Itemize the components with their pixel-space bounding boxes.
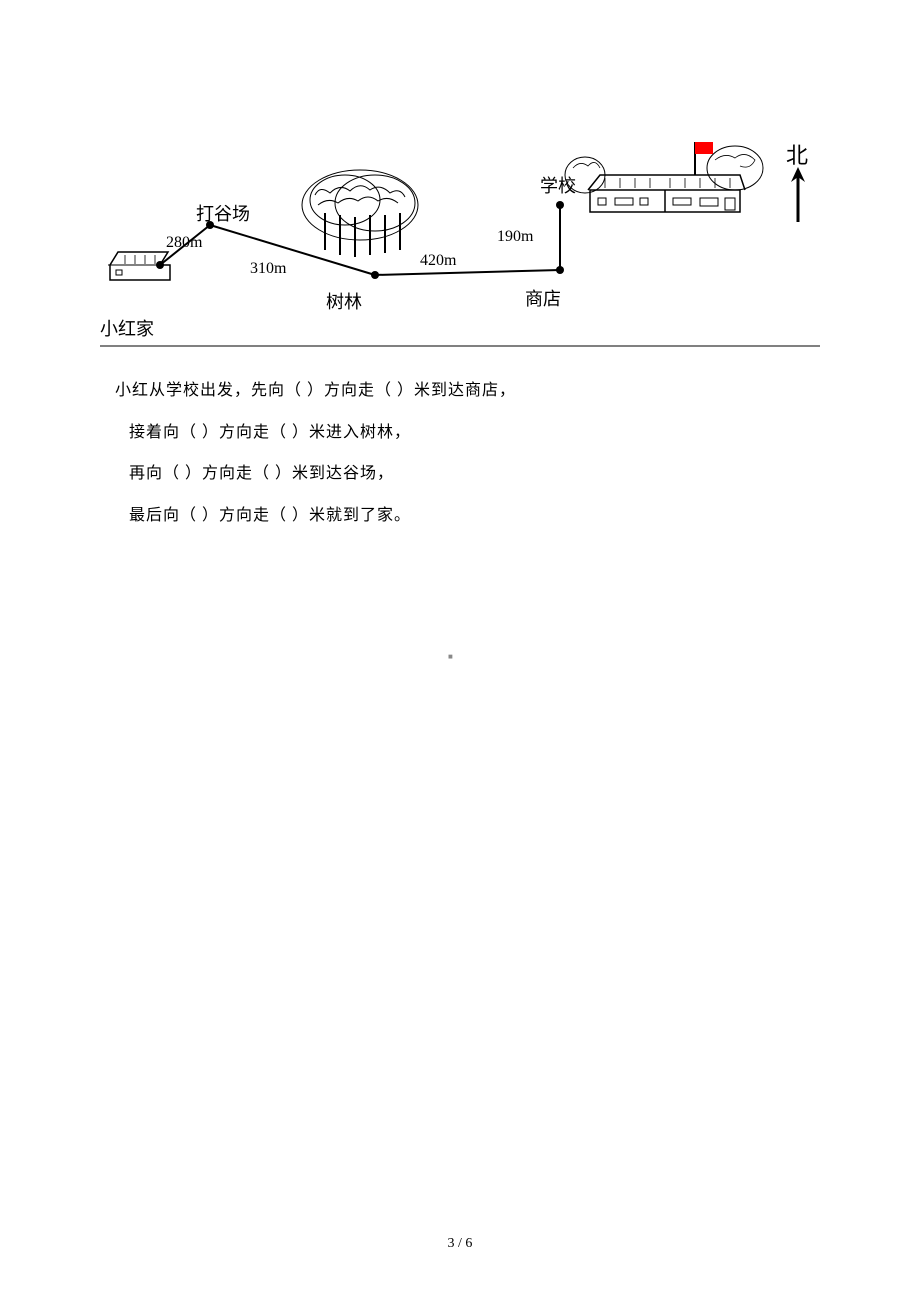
diagram-svg bbox=[100, 120, 820, 350]
school-drawing bbox=[565, 142, 763, 212]
label-dagu: 打谷场 bbox=[196, 200, 250, 226]
dist-190: 190m bbox=[497, 228, 533, 246]
question-line-3: 再向（ ）方向走（ ）米到达谷场， bbox=[115, 453, 815, 495]
page-number: 3 / 6 bbox=[0, 1236, 920, 1252]
worksheet-page: 打谷场 小红家 树林 商店 学校 北 280m 310m 420m 190m 小… bbox=[0, 0, 920, 1302]
dist-280: 280m bbox=[166, 234, 202, 252]
forest-drawing bbox=[302, 170, 418, 257]
question-text: 小红从学校出发，先向（ ）方向走（ ）米到达商店， 接着向（ ）方向走（ ）米进… bbox=[115, 370, 815, 536]
question-line-2: 接着向（ ）方向走（ ）米进入树林， bbox=[115, 412, 815, 454]
label-shangdian: 商店 bbox=[525, 285, 561, 311]
question-line-4: 最后向（ ）方向走（ ）米就到了家。 bbox=[115, 495, 815, 537]
question-line-1: 小红从学校出发，先向（ ）方向走（ ）米到达商店， bbox=[115, 370, 815, 412]
north-arrow bbox=[791, 167, 805, 222]
page-marker: ■ bbox=[448, 652, 453, 661]
dist-420: 420m bbox=[420, 252, 456, 270]
label-home: 小红家 bbox=[100, 315, 154, 341]
label-north: 北 bbox=[786, 138, 808, 170]
dist-310: 310m bbox=[250, 260, 286, 278]
label-shulin: 树林 bbox=[326, 288, 362, 314]
map-diagram: 打谷场 小红家 树林 商店 学校 北 280m 310m 420m 190m bbox=[100, 120, 820, 350]
label-xuexiao: 学校 bbox=[540, 172, 576, 198]
